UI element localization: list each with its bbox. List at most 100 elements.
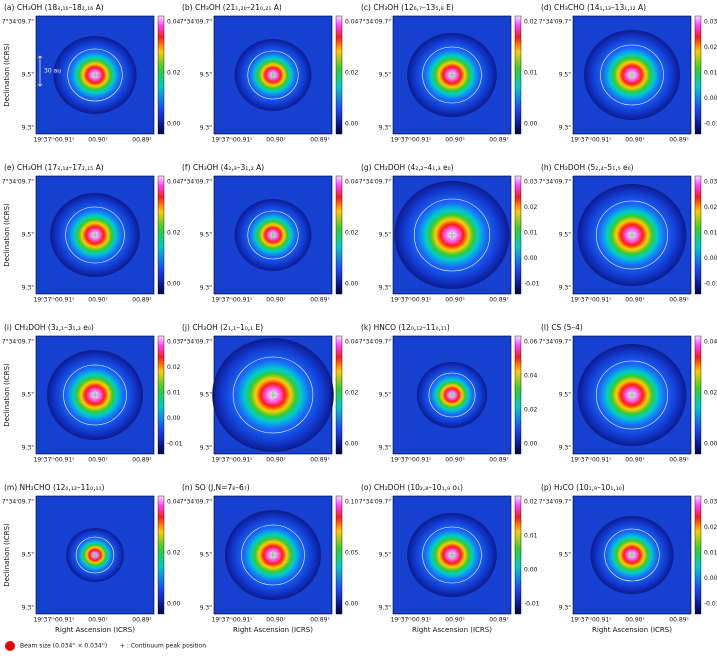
panel-title: (e) CH₃OH (17₃,₁₄–17₂,₁₅ A) [4, 163, 104, 172]
contour [67, 48, 123, 102]
colorbar-tick-label: 0.04 [167, 499, 181, 506]
x-tick-label: 00.90ˢ [88, 457, 107, 464]
map-frame [572, 175, 692, 295]
colorbar [514, 15, 522, 135]
colorbar-tick-label: 0.02 [167, 550, 181, 557]
y-tick-label: 9.5" [200, 552, 213, 559]
contour [241, 524, 305, 586]
x-tick-label: 00.89ˢ [489, 297, 508, 304]
y-tick-label: 9.3" [22, 445, 35, 452]
scale-bar [37, 55, 43, 87]
colorbar-tick-label: 0.02 [167, 230, 181, 237]
y-tick-label: 9.5" [559, 72, 572, 79]
colorbar-tick-label: 0.01 [704, 550, 717, 557]
x-tick-label: 00.90ˢ [445, 617, 464, 624]
x-tick-label: 19ʰ37ᵐ00.91ˢ [391, 137, 432, 144]
contour [413, 198, 491, 272]
peak-marker [270, 392, 276, 398]
map-frame [572, 495, 692, 615]
x-tick-label: 00.90ˢ [88, 617, 107, 624]
x-tick-label: 19ʰ37ᵐ00.91ˢ [34, 297, 75, 304]
y-tick-label: 9.3" [200, 125, 213, 132]
y-tick-label: 7°34'09.7" [2, 339, 34, 346]
x-tick-label: 00.89ˢ [669, 617, 688, 624]
peak-marker [270, 232, 276, 238]
contour [247, 50, 299, 100]
colorbar-tick-label: 0.02 [524, 499, 538, 506]
y-axis-label: Declination (ICRS) [3, 523, 11, 587]
x-tick-label: 00.90ˢ [625, 457, 644, 464]
x-axis-label: Right Ascension (ICRS) [233, 626, 313, 634]
y-tick-label: 9.3" [22, 125, 35, 132]
colorbar-tick-label: 0.00 [704, 255, 717, 262]
x-tick-label: 00.89ˢ [310, 617, 329, 624]
y-tick-label: 7°34'09.7" [180, 339, 212, 346]
y-tick-label: 9.5" [379, 72, 392, 79]
colorbar [694, 495, 702, 615]
y-tick-label: 7°34'09.7" [359, 339, 391, 346]
colorbar [514, 335, 522, 455]
y-axis-label: Declination (ICRS) [3, 363, 11, 427]
peak-marker [270, 552, 276, 558]
colorbar-tick-label: 0.06 [524, 339, 538, 346]
colorbar-tick-label: 0.04 [345, 339, 359, 346]
colorbar-tick-label: 0.03 [704, 499, 717, 506]
x-axis-label: Right Ascension (ICRS) [55, 626, 135, 634]
y-tick-label: 7°34'09.7" [539, 19, 571, 26]
y-tick-label: 9.3" [200, 445, 213, 452]
contour [75, 536, 115, 574]
scale-bar-label: 30 au [44, 68, 61, 75]
colorbar-tick-label: 0.02 [704, 44, 717, 51]
colorbar [514, 175, 522, 295]
peak-marker [92, 232, 98, 238]
y-tick-label: 9.5" [559, 552, 572, 559]
x-tick-label: 19ʰ37ᵐ00.91ˢ [34, 617, 75, 624]
colorbar [157, 495, 165, 615]
contour [595, 360, 668, 430]
colorbar [335, 495, 343, 615]
peak-marker [449, 232, 455, 238]
colorbar [335, 15, 343, 135]
panel-title: (m) NH₂CHO (12₀,₁₂–11₀,₁₁) [4, 483, 105, 492]
colorbar-tick-label: 0.00 [167, 601, 181, 608]
y-axis-label: Declination (ICRS) [3, 43, 11, 107]
colorbar-tick-label: 0.02 [167, 70, 181, 77]
x-tick-label: 00.90ˢ [625, 297, 644, 304]
x-tick-label: 19ʰ37ᵐ00.91ˢ [391, 297, 432, 304]
y-tick-label: 9.3" [559, 125, 572, 132]
contour [232, 356, 314, 434]
beam-legend: Beam size (0.034'' × 0.034'') [20, 643, 107, 650]
y-tick-label: 9.3" [379, 285, 392, 292]
x-tick-label: 00.90ˢ [625, 137, 644, 144]
panel-title: (l) CS (5–4) [541, 323, 583, 332]
y-tick-label: 9.5" [22, 72, 35, 79]
contour [600, 44, 664, 106]
colorbar-tick-label: 0.00 [167, 281, 181, 288]
panel-title: (h) CH₂DOH (5₂,₄–5₁,₅ e₀) [541, 163, 634, 172]
panel-title: (b) CH₃OH (21₁,₂₀–21₀,₂₁ A) [182, 3, 282, 12]
y-axis-label: Declination (ICRS) [3, 203, 11, 267]
x-tick-label: 19ʰ37ᵐ00.91ˢ [571, 137, 612, 144]
x-tick-label: 00.89ˢ [669, 137, 688, 144]
x-axis-label: Right Ascension (ICRS) [592, 626, 672, 634]
colorbar-tick-label: 0.03 [704, 19, 717, 26]
colorbar [157, 175, 165, 295]
x-tick-label: 00.90ˢ [445, 137, 464, 144]
panel-title: (c) CH₃OH (12₆,₇–13₅,₈ E) [361, 3, 454, 12]
y-tick-label: 9.3" [200, 605, 213, 612]
colorbar-tick-label: 0.02 [524, 19, 538, 26]
colorbar [694, 175, 702, 295]
x-tick-label: 19ʰ37ᵐ00.91ˢ [212, 137, 253, 144]
map-frame [213, 15, 333, 135]
colorbar-tick-label: -0.01 [704, 601, 717, 608]
x-tick-label: 00.89ˢ [310, 137, 329, 144]
y-tick-label: 7°34'09.7" [180, 179, 212, 186]
y-tick-label: 9.5" [379, 232, 392, 239]
colorbar-tick-label: 0.00 [704, 441, 717, 448]
colorbar-tick-label: -0.01 [704, 281, 717, 288]
map-frame [213, 175, 333, 295]
x-tick-label: 00.89ˢ [489, 457, 508, 464]
x-tick-label: 00.90ˢ [88, 297, 107, 304]
x-tick-label: 00.89ˢ [669, 297, 688, 304]
